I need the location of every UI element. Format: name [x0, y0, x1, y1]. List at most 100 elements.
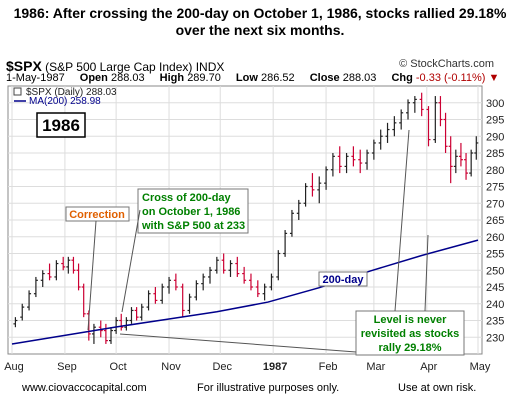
ohlc-bar: [71, 256, 76, 274]
ohlc-bar: [27, 290, 32, 311]
ohlc-info-line: 1-May-1987 Open 288.03 High 289.70 Low 2…: [6, 72, 499, 84]
ohlc-bar: [464, 153, 469, 180]
level-callout-box: [355, 310, 465, 356]
source-credit: © StockCharts.com: [399, 58, 494, 70]
ma-label-box: [318, 271, 368, 287]
correction-pointer: [87, 220, 97, 331]
ohlc-bar: [103, 323, 108, 344]
ohlc-bar: [438, 96, 443, 127]
y-tick-label-295: 295: [486, 115, 504, 127]
x-tick-label-1: Sep: [57, 361, 77, 373]
symbol-header: $SPX (S&P 500 Large Cap Index) INDX: [6, 58, 224, 74]
ohlc-bar: [412, 96, 417, 113]
chart-title-line-1: 1986: After crossing the 200-day on Octo…: [13, 5, 507, 21]
x-tick-label-3: Nov: [161, 361, 181, 373]
ohlc-bar: [54, 260, 59, 281]
x-tick-label-8: Apr: [420, 361, 437, 373]
chg-label: Chg: [391, 72, 413, 84]
ohlc-bar: [180, 283, 185, 318]
legend-price-swatch: [13, 87, 22, 96]
y-tick-label-270: 270: [486, 198, 504, 210]
ma200-line: [11, 239, 479, 345]
footer-website: www.ciovaccocapital.com: [22, 382, 147, 394]
ohlc-bar: [448, 136, 453, 184]
ohlc-bar: [146, 290, 151, 311]
ohlc-bar: [399, 109, 404, 130]
ohlc-bar: [453, 149, 458, 174]
x-tick-label-5: 1987: [263, 361, 287, 373]
level-reference-line: [119, 333, 357, 353]
ohlc-bar: [109, 327, 114, 344]
price-bars: [13, 92, 479, 344]
ohlc-bar: [47, 263, 52, 281]
ohlc-bar: [303, 183, 308, 207]
high-label: High: [159, 72, 185, 84]
quote-date: 1-May-1987: [6, 72, 65, 84]
ohlc-bar: [458, 142, 463, 167]
ma-label: 200-day: [323, 274, 365, 286]
year-box: [36, 112, 86, 138]
ohlc-bar: [124, 317, 129, 331]
ohlc-bar: [221, 253, 226, 274]
ohlc-bar: [276, 250, 281, 281]
x-axis-ticks: Aug Sep Oct Nov Dec 1987 Feb Mar Apr May: [4, 361, 491, 373]
x-tick-label-9: May: [470, 361, 491, 373]
ohlc-bar: [81, 283, 86, 318]
symbol-name: (S&P 500 Large Cap Index) INDX: [45, 60, 225, 74]
y-tick-label-230: 230: [486, 332, 504, 344]
ohlc-bar: [194, 280, 199, 301]
chg-value: -0.33 (-0.11%): [415, 72, 486, 84]
ohlc-bar: [365, 149, 370, 170]
x-tick-label-2: Oct: [110, 361, 127, 373]
ohlc-bar: [426, 106, 431, 147]
level-callout-line-3: rally 29.18%: [379, 342, 442, 354]
symbol: $SPX: [6, 58, 42, 74]
ohlc-bar: [114, 317, 119, 334]
ohlc-bar: [289, 209, 294, 237]
ohlc-bar: [324, 166, 329, 190]
ohlc-bar: [13, 317, 18, 328]
footer-disclaimer: For illustrative purposes only.: [197, 382, 340, 394]
ohlc-bar: [262, 283, 267, 301]
y-tick-label-235: 235: [486, 316, 504, 328]
ohlc-bar: [392, 116, 397, 137]
low-label: Low: [235, 72, 258, 84]
y-tick-label-250: 250: [486, 265, 504, 277]
ohlc-bar: [129, 307, 134, 324]
ohlc-bar: [167, 276, 172, 294]
ohlc-bar: [173, 273, 178, 291]
ohlc-bar: [378, 129, 383, 150]
chart-title-line-2: over the next six months.: [175, 22, 345, 38]
ohlc-bar: [474, 136, 479, 160]
ohlc-bar: [344, 153, 349, 174]
ohlc-bar: [255, 280, 260, 298]
y-tick-label-285: 285: [486, 148, 504, 160]
ohlc-bar: [406, 99, 411, 120]
cross-pointer: [121, 209, 141, 313]
down-arrow-icon: ▼: [488, 72, 500, 84]
x-tick-label-7: Mar: [366, 361, 385, 373]
y-tick-label-300: 300: [486, 98, 504, 110]
ohlc-bar: [358, 149, 363, 174]
ohlc-bar: [66, 256, 71, 274]
legend: $SPX (Daily) 288.03 MA(200) 258.98: [13, 87, 117, 107]
year-box-label: 1986: [42, 116, 80, 135]
ohlc-bar: [371, 139, 376, 160]
y-tick-label-240: 240: [486, 299, 504, 311]
ohlc-bar: [228, 260, 233, 277]
ohlc-bar: [385, 122, 390, 143]
y-tick-label-290: 290: [486, 131, 504, 143]
legend-ma: MA(200) 258.98: [29, 96, 101, 107]
level-pointer-right: [424, 234, 429, 312]
y-tick-label-245: 245: [486, 282, 504, 294]
ohlc-bar: [443, 112, 448, 153]
x-tick-label-0: Aug: [4, 361, 24, 373]
cross-callout-line-1: Cross of 200-day: [142, 192, 232, 204]
ohlc-bar: [310, 173, 315, 197]
ohlc-bar: [76, 263, 81, 291]
level-callout-line-1: Level is never: [374, 314, 447, 326]
ohlc-bar: [269, 273, 274, 291]
ohlc-bar: [337, 146, 342, 174]
level-pointer-left: [394, 129, 410, 312]
open-value: 288.03: [110, 72, 145, 84]
